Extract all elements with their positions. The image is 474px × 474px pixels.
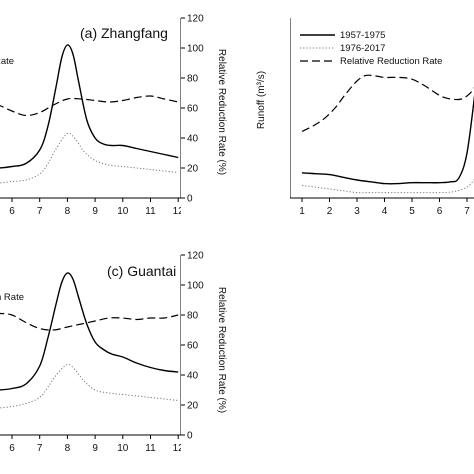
series-line-1957-1975: [0, 44, 179, 169]
x-tick-label: 7: [464, 206, 470, 217]
series-line-relative-reduction-rate: [0, 312, 179, 331]
y2-tick-label: 100: [187, 281, 204, 292]
y-tick-label: 0: [277, 194, 283, 205]
y-tick-label: 20: [272, 158, 284, 169]
series-line-relative-reduction-rate: [0, 95, 179, 117]
panel-b-legend: 1957-1975 1976-2017 Relative Reduction R…: [300, 30, 442, 67]
legend-label-relative-reduction-rate: Relative Reduction Rate: [340, 56, 442, 67]
x-tick-label: 3: [354, 206, 360, 217]
y2-tick-label: 0: [187, 431, 193, 442]
plot-area: 1 2 3 4 5 6 7 0 20 40 60 80 100: [266, 14, 474, 217]
series-line-1976-2017: [301, 179, 474, 194]
y-tick-label: 60: [272, 86, 284, 97]
x-tick-label: 5: [409, 206, 415, 217]
x-tick-label: 12: [173, 443, 185, 454]
x-tick-label: 6: [9, 443, 15, 454]
y2-tick-label: 40: [187, 134, 199, 145]
panel-a-legend-fragment: Rate: [0, 56, 14, 67]
panel-a-y2-label: Relative Reduction Rate (%): [216, 49, 227, 175]
y2-tick-label: 40: [187, 371, 199, 382]
x-tick-label: 7: [37, 206, 43, 217]
x-tick-label: 2: [327, 206, 333, 217]
y2-tick-label: 20: [187, 164, 199, 175]
legend-label-1976-2017: 1976-2017: [340, 43, 385, 54]
series-line-relative-reduction-rate: [301, 74, 474, 132]
x-tick-label: 8: [65, 206, 71, 217]
x-tick-label: 4: [382, 206, 388, 217]
series-line-1976-2017: [0, 132, 179, 184]
y2-tick-label: 80: [187, 311, 199, 322]
x-tick-label: 11: [145, 206, 156, 217]
panel-c-guantai: (c) Guantai n Rate Relative Reduction Ra…: [0, 251, 227, 454]
series-line-1957-1975: [0, 272, 179, 391]
y2-tick-label: 60: [187, 341, 199, 352]
x-tick-label: 6: [9, 206, 15, 217]
y2-tick-label: 120: [187, 251, 204, 262]
y-tick-label: 100: [266, 14, 283, 25]
legend-label-1957-1975: 1957-1975: [340, 30, 385, 41]
panel-a-zhangfang: (a) Zhangfang Rate Relative Reduction Ra…: [0, 14, 227, 217]
panel-a-title: (a) Zhangfang: [80, 25, 168, 41]
x-tick-label: 9: [92, 443, 98, 454]
x-tick-label: 6: [437, 206, 443, 217]
panel-c-y2-label: Relative Reduction Rate (%): [216, 287, 227, 413]
panel-c-title: (c) Guantai: [107, 263, 176, 279]
y2-tick-label: 0: [187, 194, 193, 205]
x-tick-label: 8: [65, 443, 71, 454]
x-tick-label: 10: [117, 443, 129, 454]
y2-tick-label: 120: [187, 14, 204, 25]
y2-tick-label: 100: [187, 44, 204, 55]
x-tick-label: 9: [92, 206, 98, 217]
x-tick-label: 1: [299, 206, 305, 217]
x-tick-label: 10: [117, 206, 129, 217]
y-tick-label: 80: [272, 50, 284, 61]
y2-tick-label: 20: [187, 401, 199, 412]
y2-tick-label: 80: [187, 74, 199, 85]
y2-tick-label: 60: [187, 104, 199, 115]
x-tick-label: 11: [145, 443, 156, 454]
x-tick-label: 12: [173, 206, 185, 217]
panel-c-legend-fragment: n Rate: [0, 292, 24, 303]
series-line-1976-2017: [0, 363, 179, 409]
series-line-1957-1975: [301, 94, 474, 185]
x-tick-label: 7: [37, 443, 43, 454]
y-tick-label: 40: [272, 122, 284, 133]
panel-b-runoff: Runoff (m³/s) 1957-1975 1976-2017 Relati…: [256, 14, 474, 217]
panel-b-y-label: Runoff (m³/s): [256, 71, 267, 129]
